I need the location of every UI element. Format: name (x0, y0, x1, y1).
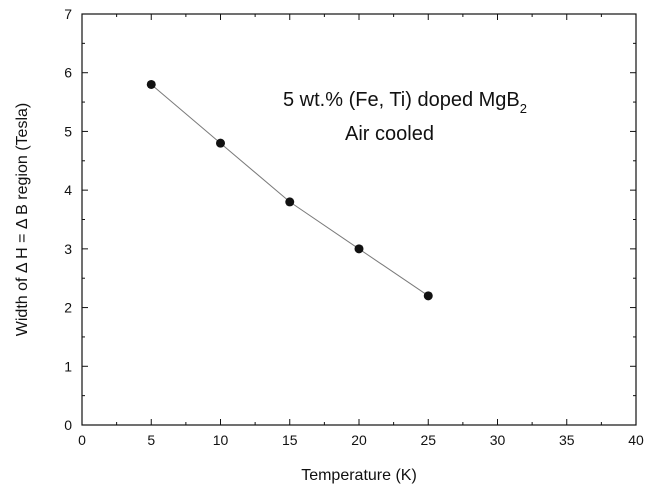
x-tick-label: 30 (490, 432, 506, 448)
data-point (216, 138, 225, 148)
y-tick-label: 2 (64, 300, 72, 316)
y-tick-label: 7 (64, 6, 72, 22)
data-point (354, 244, 364, 254)
x-tick-label: 35 (559, 432, 575, 448)
x-tick-label: 0 (78, 432, 86, 448)
x-tick-label: 20 (351, 432, 367, 448)
x-tick-label: 25 (420, 432, 436, 448)
y-tick-label: 5 (64, 123, 72, 139)
data-point (423, 291, 433, 301)
axis-ticks (81, 13, 637, 426)
x-tick-label: 10 (213, 432, 229, 448)
series-line (150, 84, 429, 297)
x-axis-title: Temperature (K) (301, 467, 417, 484)
y-tick-label: 6 (64, 65, 72, 81)
y-tick-label: 4 (64, 182, 72, 198)
y-tick-label: 1 (64, 358, 72, 374)
y-axis-title: Width of Δ H = Δ B region (Tesla) (14, 103, 31, 336)
axis-tick-labels: 0 5 10 15 20 25 30 35 40 0 1 2 3 4 5 6 7 (64, 6, 644, 448)
y-tick-label: 3 (64, 241, 72, 257)
series-markers (146, 79, 433, 301)
annotation-sample-subscript: 2 (520, 101, 527, 116)
x-tick-label: 5 (147, 432, 155, 448)
x-tick-label: 40 (628, 432, 644, 448)
data-point (146, 79, 156, 89)
plot-frame (81, 13, 637, 426)
annotation-cooling: Air cooled (345, 123, 434, 145)
annotation-sample: 5 wt.% (Fe, Ti) doped MgB2 (283, 89, 527, 116)
data-point (285, 197, 295, 207)
x-tick-label: 15 (282, 432, 298, 448)
y-tick-label: 0 (64, 417, 72, 433)
annotation-sample-main: 5 wt.% (Fe, Ti) doped MgB (283, 89, 520, 111)
